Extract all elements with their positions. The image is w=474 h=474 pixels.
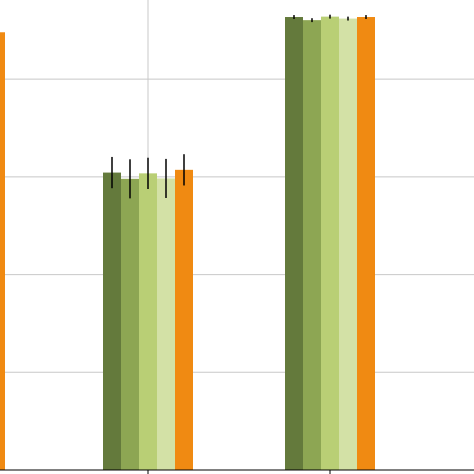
bar: [357, 17, 375, 470]
bar: [139, 173, 157, 471]
bar: [103, 172, 121, 470]
bar: [0, 32, 5, 471]
error-bars: [111, 14, 367, 199]
bar: [303, 20, 321, 471]
x-axis: [0, 469, 474, 474]
bar: [121, 178, 139, 470]
bar: [321, 16, 339, 471]
bar: [175, 169, 193, 470]
bar: [285, 17, 303, 470]
bar: [157, 178, 175, 470]
bar: [339, 18, 357, 471]
bars: [0, 16, 375, 471]
